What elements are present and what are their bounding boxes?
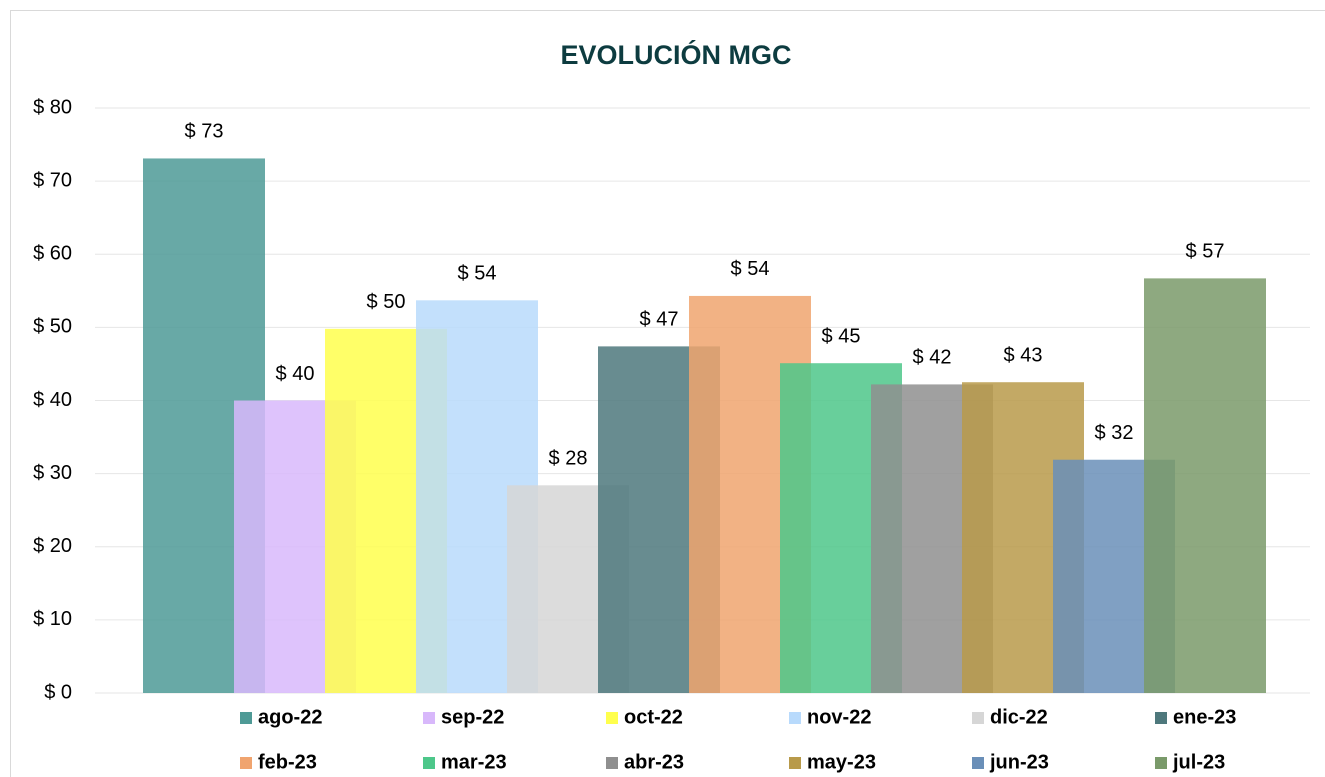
chart-title: EVOLUCIÓN MGC — [560, 39, 791, 70]
legend-label: mar-23 — [441, 751, 507, 773]
data-label: $ 50 — [367, 291, 406, 313]
legend-swatch — [423, 757, 435, 769]
y-tick-label: $ 80 — [33, 96, 72, 118]
legend-label: jun-23 — [989, 751, 1049, 773]
legend-label: sep-22 — [441, 706, 504, 728]
legend-swatch — [1155, 757, 1167, 769]
legend-label: dic-22 — [990, 706, 1048, 728]
legend-label: ene-23 — [1173, 706, 1236, 728]
data-label: $ 43 — [1004, 345, 1043, 367]
y-tick-label: $ 20 — [33, 535, 72, 557]
legend-swatch — [972, 757, 984, 769]
y-tick-label: $ 60 — [33, 243, 72, 265]
legend-swatch — [789, 712, 801, 724]
legend-label: oct-22 — [624, 706, 683, 728]
y-tick-label: $ 40 — [33, 389, 72, 411]
legend-swatch — [789, 757, 801, 769]
legend-label: ago-22 — [258, 706, 322, 728]
legend-swatch — [240, 712, 252, 724]
data-label: $ 54 — [458, 263, 497, 285]
legend-swatch — [972, 712, 984, 724]
data-label: $ 40 — [276, 363, 315, 385]
data-label: $ 57 — [1186, 241, 1225, 263]
legend-swatch — [1155, 712, 1167, 724]
bar — [1144, 278, 1266, 693]
data-label: $ 73 — [185, 121, 224, 143]
legend-swatch — [240, 757, 252, 769]
y-tick-label: $ 70 — [33, 169, 72, 191]
legend-label: may-23 — [807, 751, 876, 773]
legend-swatch — [606, 712, 618, 724]
data-label: $ 42 — [913, 347, 952, 369]
legend-label: jul-23 — [1172, 751, 1225, 773]
data-label: $ 28 — [549, 448, 588, 470]
data-label: $ 54 — [731, 258, 770, 280]
y-tick-label: $ 50 — [33, 316, 72, 338]
data-label: $ 32 — [1095, 422, 1134, 444]
y-tick-label: $ 10 — [33, 608, 72, 630]
legend-swatch — [606, 757, 618, 769]
y-tick-label: $ 30 — [33, 462, 72, 484]
legend-label: nov-22 — [807, 706, 871, 728]
data-label: $ 45 — [822, 325, 861, 347]
data-label: $ 47 — [640, 309, 679, 331]
y-tick-label: $ 0 — [44, 681, 72, 703]
chart-border — [10, 10, 1325, 777]
legend-swatch — [423, 712, 435, 724]
legend-label: feb-23 — [258, 751, 317, 773]
legend-label: abr-23 — [624, 751, 684, 773]
